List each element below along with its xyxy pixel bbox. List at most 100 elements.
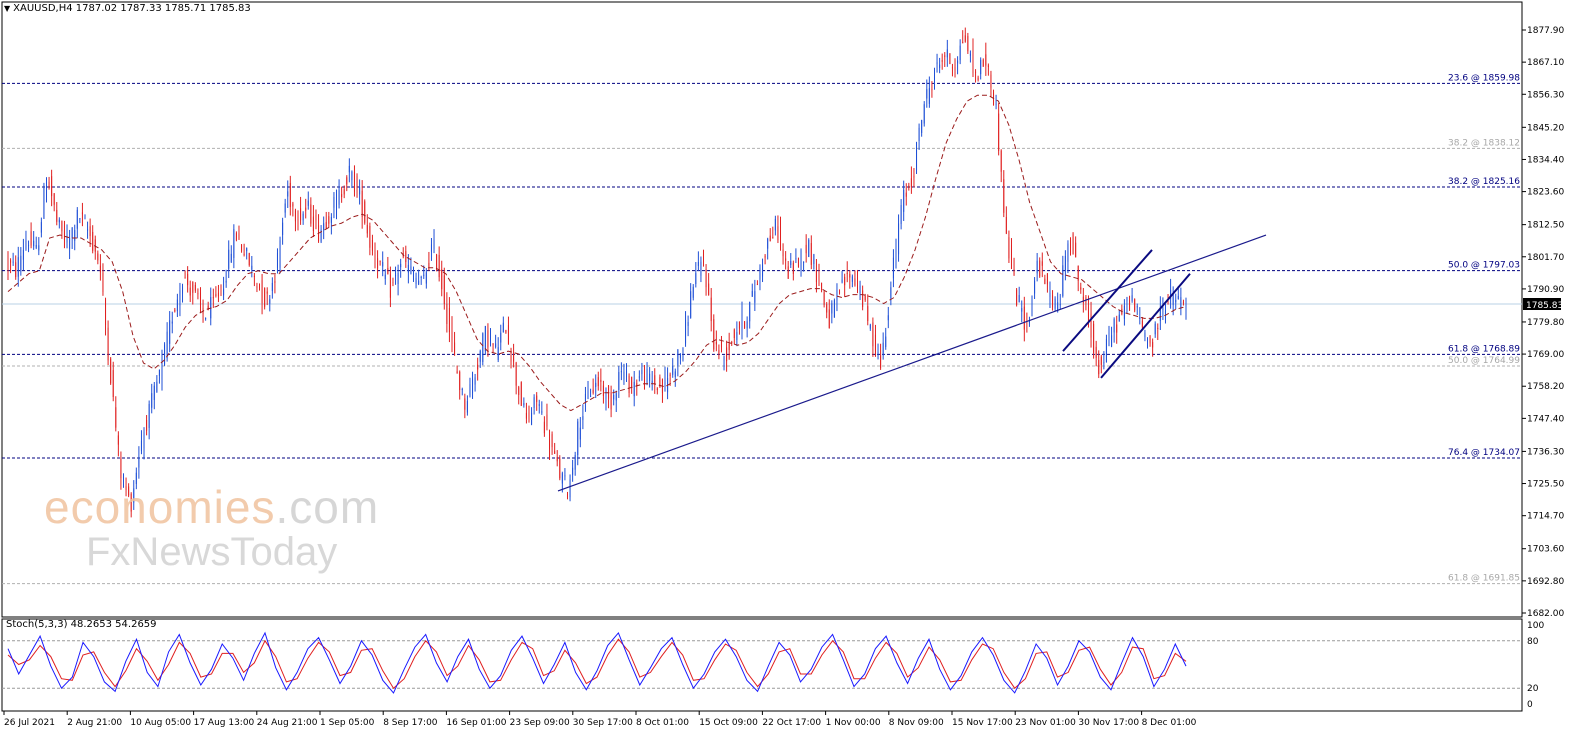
candle-body — [461, 388, 463, 390]
candle-body — [1005, 216, 1007, 234]
candle-body — [854, 278, 856, 286]
candle-body — [602, 385, 604, 396]
candle-body — [497, 347, 499, 360]
candle-body — [849, 274, 851, 278]
candle-body — [836, 289, 838, 301]
candle-body — [48, 181, 50, 188]
candle-body — [338, 190, 340, 205]
candle-body — [53, 193, 55, 205]
candle-body — [782, 249, 784, 257]
candle-body — [821, 282, 823, 291]
candle-body — [194, 284, 196, 291]
candle-body — [626, 370, 628, 377]
candle-body — [1013, 269, 1015, 276]
candle-body — [464, 398, 466, 410]
candle-body — [122, 476, 124, 479]
candle-body — [353, 172, 355, 192]
x-axis-tick-label: 16 Sep 01:00 — [446, 718, 506, 728]
candle-body — [708, 283, 710, 296]
candle-body — [279, 240, 281, 268]
candle-body — [384, 274, 386, 280]
y-axis-tick-label: 1812.50 — [1527, 221, 1564, 231]
candle-body — [138, 457, 140, 468]
candle-body — [259, 284, 261, 291]
x-axis-tick-label: 23 Nov 01:00 — [1015, 718, 1076, 728]
candle-body — [1057, 302, 1059, 312]
candle-body — [715, 341, 717, 345]
stoch-plot-frame — [1, 618, 1523, 712]
candle-body — [456, 371, 458, 374]
candle-body — [284, 203, 286, 213]
candle-body — [718, 350, 720, 355]
candle-body — [1139, 317, 1141, 319]
candle-body — [1095, 346, 1097, 358]
candle-body — [638, 376, 640, 378]
candle-body — [833, 300, 835, 318]
candle-body — [959, 45, 961, 61]
candle-body — [287, 191, 289, 197]
candle-body — [294, 210, 296, 222]
candle-body — [135, 472, 137, 485]
candle-body — [215, 294, 217, 296]
candle-body — [910, 178, 912, 188]
candle-body — [936, 62, 938, 65]
candle-body — [741, 312, 743, 331]
collapse-triangle-icon[interactable]: ▼ — [4, 4, 11, 13]
candle-body — [120, 458, 122, 479]
candle-body — [397, 272, 399, 284]
candle-body — [1000, 150, 1002, 172]
fib-level-label: 76.4 @ 1734.07 — [1448, 448, 1520, 458]
candle-body — [341, 194, 343, 197]
candle-body — [418, 280, 420, 285]
candle-body — [690, 291, 692, 318]
candle-body — [228, 249, 230, 269]
candle-body — [112, 370, 114, 398]
candle-body — [523, 403, 525, 406]
candle-body — [466, 401, 468, 413]
candle-body — [369, 225, 371, 248]
candle-body — [415, 277, 417, 285]
candle-body — [957, 60, 959, 64]
candle-body — [410, 266, 412, 274]
y-axis-tick-label: 1845.20 — [1527, 123, 1564, 133]
candle-body — [187, 273, 189, 286]
candle-body — [1100, 356, 1102, 365]
candle-body — [1103, 362, 1105, 364]
candle-body — [1144, 332, 1146, 338]
candle-body — [392, 281, 394, 283]
stoch-indicator-label: Stoch(5,3,3) 48.2653 54.2659 — [6, 619, 157, 630]
candle-body — [939, 64, 941, 68]
candle-body — [859, 285, 861, 294]
candle-body — [803, 261, 805, 263]
x-axis-tick-label: 30 Nov 17:00 — [1078, 718, 1139, 728]
candle-body — [564, 475, 566, 477]
candle-body — [56, 209, 58, 222]
main-plot-frame — [1, 1, 1523, 618]
candle-body — [749, 301, 751, 322]
candle-body — [864, 296, 866, 301]
candle-body — [931, 89, 933, 91]
candle-body — [395, 275, 397, 277]
fib-level-label: 23.6 @ 1859.98 — [1448, 73, 1520, 83]
candle-body — [710, 297, 712, 322]
candle-body — [1049, 292, 1051, 297]
candle-body — [679, 353, 681, 359]
candle-body — [659, 377, 661, 388]
candle-body — [505, 330, 507, 333]
candle-body — [156, 381, 158, 392]
candle-body — [1067, 243, 1069, 262]
current-price-tag — [1523, 298, 1561, 311]
candle-body — [300, 208, 302, 221]
candle-body — [903, 189, 905, 212]
candle-body — [579, 427, 581, 440]
candle-body — [269, 299, 271, 304]
candle-body — [336, 194, 338, 214]
candle-body — [297, 219, 299, 227]
candle-body — [158, 369, 160, 376]
fib-level-label: 38.2 @ 1838.12 — [1448, 138, 1520, 148]
candle-body — [1141, 320, 1143, 328]
candle-body — [69, 237, 71, 249]
candle-body — [954, 67, 956, 71]
candle-body — [102, 272, 104, 293]
